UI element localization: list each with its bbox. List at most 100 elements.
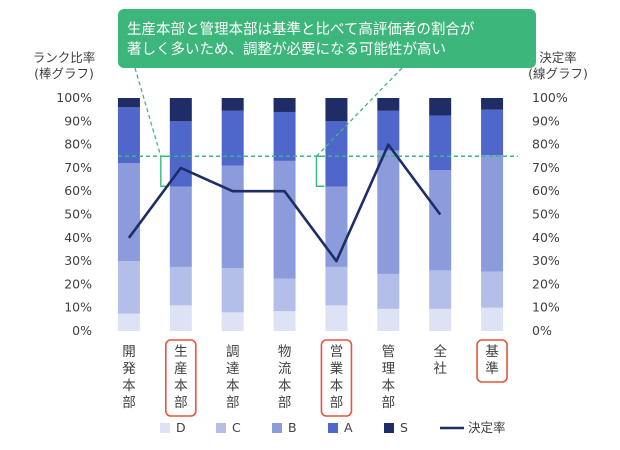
right-tick-label: 80% bbox=[532, 137, 560, 152]
right-axis-title-line: (線グラフ) bbox=[528, 66, 588, 81]
legend-label: B bbox=[288, 420, 297, 435]
bar-segment-A bbox=[429, 115, 452, 171]
category-label-char: 本 bbox=[226, 378, 240, 394]
bar-segment-B bbox=[377, 150, 400, 274]
bar-segment-B bbox=[429, 170, 452, 271]
bar-segment-A bbox=[117, 107, 140, 164]
callout-text-line: 生産本部と管理本部は基準と比べて高評価者の割合が bbox=[127, 21, 475, 38]
highlight-box bbox=[320, 339, 353, 417]
left-tick-label: 90% bbox=[64, 113, 92, 128]
legend-label: S bbox=[400, 420, 408, 435]
bar-segment-B bbox=[481, 155, 504, 272]
category-label-char: 発 bbox=[122, 361, 136, 377]
callout-bracket bbox=[315, 155, 325, 187]
category-label-char: 営 bbox=[330, 344, 344, 360]
category-label-char: 本 bbox=[382, 378, 396, 394]
left-tick-label: 30% bbox=[64, 253, 92, 268]
bar-segment-B bbox=[221, 165, 244, 269]
right-tick-label: 70% bbox=[532, 160, 560, 175]
category-label-char: 本 bbox=[174, 378, 188, 394]
category-label: 生産本部 bbox=[174, 344, 188, 411]
bar-segment-S bbox=[429, 98, 452, 116]
right-axis-title-line: 決定率 bbox=[539, 50, 577, 65]
category-label: 調達本部 bbox=[226, 344, 240, 411]
category-label-char: 部 bbox=[122, 395, 136, 411]
category-label-char: 部 bbox=[278, 395, 292, 411]
left-tick-label: 60% bbox=[64, 183, 92, 198]
right-tick-label: 30% bbox=[532, 253, 560, 268]
bar-segment-A bbox=[325, 121, 348, 187]
legend-swatch-B bbox=[272, 423, 282, 433]
bar-segment-C bbox=[377, 273, 400, 309]
left-tick-label: 10% bbox=[64, 300, 92, 315]
category-label-char: 開 bbox=[122, 344, 136, 360]
bar-segment-C bbox=[429, 270, 452, 309]
bar-segment-A bbox=[377, 110, 400, 151]
category-label-char: 理 bbox=[382, 361, 396, 377]
bar-segment-D bbox=[169, 305, 192, 331]
left-axis-title-line: ランク比率 bbox=[33, 50, 96, 65]
legend-swatch-C bbox=[216, 423, 226, 433]
category-label: 物流本部 bbox=[278, 344, 292, 411]
bar-segment-A bbox=[481, 109, 504, 156]
left-axis-title-line: (棒グラフ) bbox=[34, 66, 94, 81]
right-tick-label: 0% bbox=[532, 323, 552, 338]
right-tick-label: 20% bbox=[532, 276, 560, 291]
highlight-box bbox=[476, 339, 508, 383]
bar-segment-S bbox=[221, 98, 244, 111]
decision-rate-line bbox=[127, 143, 442, 263]
legend-label: 決定率 bbox=[468, 420, 506, 435]
left-tick-label: 40% bbox=[64, 230, 92, 245]
category-label: 基準 bbox=[485, 343, 499, 377]
legend-label: C bbox=[232, 420, 241, 435]
category-label-char: 基 bbox=[485, 343, 499, 360]
highlight-box bbox=[165, 339, 197, 417]
bar-segment-C bbox=[481, 271, 504, 308]
bar-segment-D bbox=[221, 312, 244, 331]
bar-segment-A bbox=[221, 110, 244, 166]
legend-label: A bbox=[344, 420, 353, 435]
callout-box bbox=[118, 9, 536, 68]
left-tick-label: 50% bbox=[64, 207, 92, 222]
category-label-char: 管 bbox=[382, 344, 396, 360]
bar-segment-C bbox=[169, 266, 192, 306]
category-label-char: 全 bbox=[433, 343, 447, 360]
bar-segment-B bbox=[117, 163, 140, 262]
legend-label: D bbox=[176, 420, 186, 435]
right-tick-label: 10% bbox=[532, 300, 560, 315]
left-tick-label: 20% bbox=[64, 276, 92, 291]
right-tick-label: 60% bbox=[532, 183, 560, 198]
right-tick-label: 90% bbox=[532, 113, 560, 128]
callout-bracket bbox=[160, 155, 169, 187]
bar-segment-D bbox=[325, 305, 348, 331]
category-label-char: 部 bbox=[174, 395, 188, 411]
category-label-char: 生 bbox=[174, 344, 188, 360]
bar-segment-S bbox=[169, 98, 192, 122]
category-label-char: 社 bbox=[433, 361, 447, 377]
category-label-char: 本 bbox=[330, 378, 344, 394]
category-label: 全社 bbox=[433, 343, 447, 377]
category-label: 営業本部 bbox=[330, 344, 344, 411]
bar-segment-S bbox=[325, 98, 348, 122]
callout-text-line: 著しく多いため、調整が必要になる可能性が高い bbox=[127, 41, 446, 58]
category-label-char: 調 bbox=[226, 344, 240, 360]
bar-segment-D bbox=[429, 308, 452, 331]
legend-swatch-D bbox=[160, 423, 170, 433]
bar-segment-C bbox=[221, 268, 244, 313]
category-label-char: 産 bbox=[174, 361, 188, 377]
left-tick-label: 100% bbox=[56, 90, 92, 105]
category-label-char: 部 bbox=[382, 395, 396, 411]
bar-segment-D bbox=[377, 308, 400, 331]
category-label-char: 物 bbox=[278, 344, 292, 360]
category-label-char: 流 bbox=[278, 361, 292, 377]
bar-segment-C bbox=[117, 261, 140, 314]
bar-segment-S bbox=[377, 98, 400, 111]
bar-segment-B bbox=[325, 186, 348, 267]
left-tick-label: 0% bbox=[72, 323, 92, 338]
right-tick-label: 50% bbox=[532, 207, 560, 222]
bar-segment-A bbox=[273, 111, 296, 161]
category-label-char: 準 bbox=[485, 361, 499, 377]
callout-leader bbox=[134, 67, 162, 157]
right-tick-label: 100% bbox=[532, 90, 568, 105]
